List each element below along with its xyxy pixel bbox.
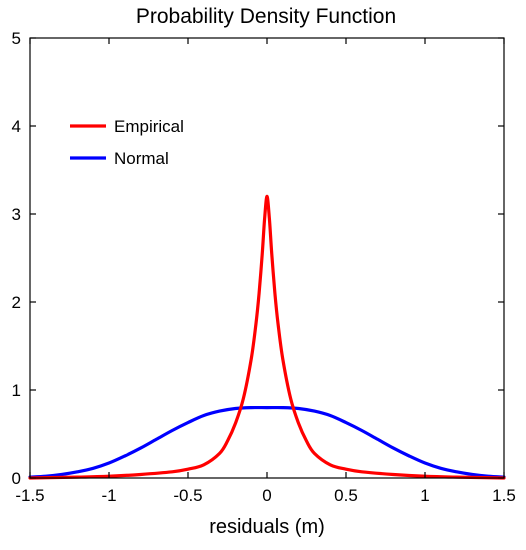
x-tick-label: -0.5 — [173, 486, 202, 505]
x-tick-label: 0.5 — [334, 486, 358, 505]
x-tick-label: -1.5 — [15, 486, 44, 505]
y-tick-label: 4 — [12, 117, 21, 136]
y-tick-label: 5 — [12, 29, 21, 48]
x-axis: -1.5 -1 -0.5 0 0.5 1 1.5 — [15, 38, 516, 505]
chart-title: Probability Density Function — [136, 5, 396, 28]
x-tick-label: -1 — [101, 486, 116, 505]
x-tick-label: 1 — [420, 486, 429, 505]
x-axis-label: residuals (m) — [209, 516, 325, 538]
y-tick-label: 3 — [12, 205, 21, 224]
y-tick-label: 1 — [12, 381, 21, 400]
plot-frame — [29, 37, 505, 479]
y-axis: 0 1 2 3 4 5 — [12, 29, 504, 488]
x-tick-label: 1.5 — [492, 486, 516, 505]
legend: Empirical Normal — [70, 117, 184, 168]
legend-label-normal: Normal — [114, 149, 169, 168]
series-line-normal — [28, 405, 506, 479]
series-line-empirical — [28, 194, 506, 480]
plot-area — [28, 194, 506, 480]
y-tick-label: 0 — [12, 469, 21, 488]
legend-label-empirical: Empirical — [114, 117, 184, 136]
y-tick-label: 2 — [12, 293, 21, 312]
x-tick-label: 0 — [262, 486, 271, 505]
